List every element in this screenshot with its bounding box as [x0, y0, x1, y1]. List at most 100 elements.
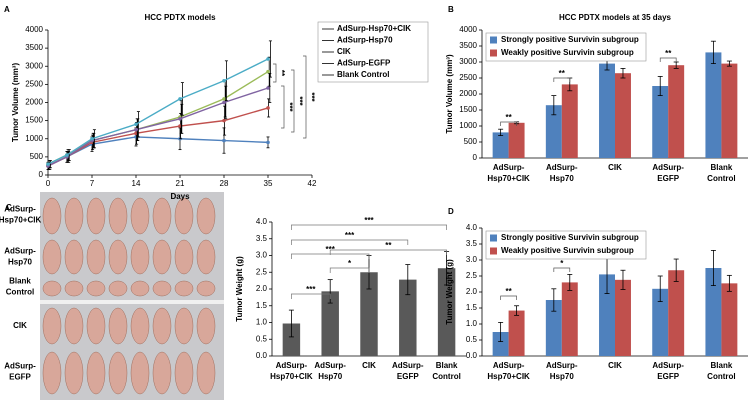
y-tick-label: 0.5 [256, 334, 268, 343]
sig-label: *** [345, 231, 355, 240]
bar [492, 332, 509, 356]
y-axis-label: Tumor Weight (g) [235, 256, 244, 322]
bar [668, 270, 685, 356]
x-tick-label: 35 [264, 179, 273, 188]
x-tick-label: EGFP [657, 372, 679, 381]
mouse [196, 307, 216, 345]
sig-label: *** [307, 92, 316, 102]
mouse [130, 280, 150, 297]
photo-label: AdSurp- [4, 205, 36, 214]
legend-label: AdSurp-Hsp70 [337, 36, 393, 45]
sig-bracket [291, 224, 447, 230]
sig-bracket [329, 267, 370, 273]
legend-label: Strongly positive Survivin subgroup [501, 233, 639, 242]
photo-label: Blank [9, 277, 31, 286]
mouse [64, 239, 84, 275]
x-tick-label: 14 [132, 179, 141, 188]
legend-label: AdSurp-EGFP [337, 59, 391, 68]
photo-label: Hsp70+CIK [0, 216, 41, 225]
sig-bracket [281, 85, 285, 129]
y-tick-label: 2000 [25, 98, 43, 107]
x-tick-label: AdSurp- [652, 361, 684, 370]
sig-bracket [500, 295, 517, 300]
point [266, 106, 270, 110]
mouse [130, 351, 150, 395]
panel-letter: C [6, 203, 12, 212]
mouse [86, 197, 106, 235]
bar [321, 291, 339, 356]
point [222, 138, 226, 143]
mouse [108, 351, 128, 395]
bar [508, 122, 525, 158]
legend-label: Strongly positive Survivin subgroup [501, 35, 639, 44]
bar [508, 310, 525, 356]
panel-letter: A [4, 5, 10, 14]
mouse [152, 307, 172, 345]
bar [668, 65, 685, 158]
mouse [64, 197, 84, 235]
x-tick-label: EGFP [397, 372, 419, 381]
sig-bracket [291, 69, 295, 133]
sig-label: *** [326, 245, 336, 254]
y-tick-label: 3.5 [256, 234, 268, 243]
photo-label: Control [6, 288, 34, 297]
sig-label: *** [285, 102, 294, 112]
x-tick-label: AdSurp- [546, 163, 578, 172]
legend-swatch [490, 36, 497, 44]
line [47, 107, 269, 167]
point [134, 122, 138, 127]
x-tick-label: Hsp70 [550, 174, 575, 183]
sig-label: ** [559, 69, 566, 78]
mouse [196, 239, 216, 275]
legend-box [317, 21, 429, 83]
sig-bracket [291, 293, 331, 299]
chart-title: HCC PDTX models at 35 days [559, 13, 672, 22]
x-tick-label: Blank [436, 361, 458, 370]
legend-label: Weakly positive Survivin subgroup [501, 48, 634, 57]
bar [399, 279, 417, 356]
point [178, 117, 182, 121]
point [266, 140, 270, 145]
y-tick-label: 3000 [25, 61, 43, 70]
sig-label: ** [385, 241, 392, 250]
bar [705, 52, 722, 158]
y-tick-label: 500 [30, 152, 44, 161]
x-tick-label: Hsp70 [318, 372, 343, 381]
x-tick-label: CIK [362, 361, 376, 370]
bar [561, 282, 578, 356]
x-tick-label: 7 [90, 179, 95, 188]
y-tick-label: 4000 [459, 25, 477, 34]
y-tick-label: 2000 [459, 89, 477, 98]
mouse [174, 239, 194, 275]
photo-label: EGFP [9, 373, 31, 382]
y-tick-label: 1500 [25, 116, 43, 125]
y-tick-label: 1.5 [466, 303, 478, 312]
x-tick-label: 21 [176, 179, 185, 188]
mouse [196, 197, 216, 235]
mouse [196, 280, 216, 297]
y-tick-label: 4000 [25, 25, 43, 34]
photo-label: AdSurp- [4, 247, 36, 256]
x-tick-label: AdSurp- [276, 361, 308, 370]
x-tick-label: AdSurp- [493, 163, 525, 172]
point [65, 153, 69, 157]
bar [615, 279, 631, 356]
legend-box [485, 230, 647, 260]
sig-label: ** [505, 113, 512, 122]
y-tick-label: 4.0 [466, 223, 478, 232]
sig-label: ** [277, 70, 286, 77]
y-tick-label: 0.0 [256, 351, 268, 360]
y-tick-label: 1000 [459, 121, 477, 130]
sig-bracket [659, 57, 677, 62]
point [222, 78, 226, 83]
point [90, 136, 94, 141]
y-tick-label: 2.0 [466, 287, 478, 296]
y-tick-label: 3.0 [256, 251, 268, 260]
mouse [42, 239, 62, 275]
x-axis-label: Days [170, 192, 190, 201]
mouse [42, 351, 62, 395]
line [47, 136, 269, 167]
mouse [130, 307, 150, 345]
point [178, 97, 182, 101]
